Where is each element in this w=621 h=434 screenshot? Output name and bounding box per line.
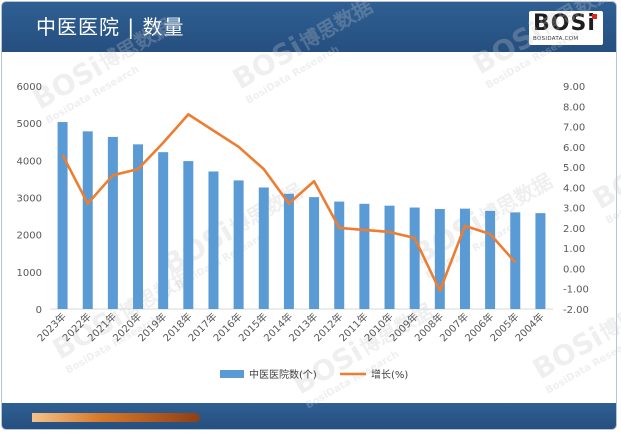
y-left-tick-label: 3000 (17, 194, 42, 205)
bar (384, 205, 395, 309)
logo-accent-dot (592, 14, 597, 19)
y-right-tick-label: 0.00 (563, 264, 585, 275)
legend-bar-label: 中医医院数(个) (249, 368, 317, 381)
bar (359, 203, 370, 309)
y-right-tick-label: 2.00 (563, 224, 585, 235)
y-right-tick-label: 9.00 (563, 82, 585, 93)
bar (82, 131, 93, 309)
footer-bar (2, 403, 616, 429)
bar-series (57, 122, 546, 309)
y-right-tick-label: -1.00 (563, 285, 589, 296)
bar (183, 161, 194, 309)
bar (334, 201, 345, 309)
bar (133, 144, 144, 309)
bar (233, 180, 244, 309)
y-right-tick-label: 1.00 (563, 244, 585, 255)
y-left-tick-label: 0 (36, 305, 42, 316)
y-left-tick-label: 1000 (17, 268, 42, 279)
bar (258, 187, 269, 309)
page-title: 中医医院 | 数量 (36, 15, 185, 39)
y-right-tick-label: 6.00 (563, 143, 585, 154)
bar (107, 136, 118, 309)
bar (535, 213, 546, 309)
logo-wordmark: BOSi (533, 11, 596, 36)
y-right-tick-label: -2.00 (563, 305, 589, 316)
y-left-tick-label: 5000 (17, 119, 42, 130)
watermark-logo: BOSi (587, 150, 621, 216)
y-right-tick-label: 8.00 (563, 102, 585, 113)
y-right-tick-label: 7.00 (563, 123, 585, 134)
y-left-tick-label: 2000 (17, 231, 42, 242)
bar (309, 197, 320, 309)
y-left-tick-label: 6000 (17, 82, 42, 93)
header-bar: 中医医院 | 数量 BOSi BOSIDATA.COM (2, 2, 616, 52)
chart-legend: 中医医院数(个) 增长(%) (220, 368, 408, 381)
bar (434, 209, 445, 309)
brand-logo: BOSi BOSIDATA.COM (529, 11, 603, 45)
bar (485, 210, 496, 309)
bar (409, 207, 420, 309)
y-right-tick-label: 4.00 (563, 183, 585, 194)
line-series (61, 113, 517, 293)
bar (459, 208, 470, 309)
bar (283, 193, 294, 309)
footer-swoosh (32, 413, 200, 422)
legend-line-label: 增长(%) (371, 368, 408, 381)
y-right-tick-label: 3.00 (563, 204, 585, 215)
bar (57, 122, 68, 309)
x-tick-label: 2004年 (512, 310, 546, 344)
logo-url: BOSIDATA.COM (533, 36, 579, 42)
bar (158, 152, 169, 309)
y-left-tick-label: 4000 (17, 156, 42, 167)
bar (208, 171, 219, 309)
legend-bar-swatch (220, 370, 244, 378)
y-right-tick-label: 5.00 (563, 163, 585, 174)
